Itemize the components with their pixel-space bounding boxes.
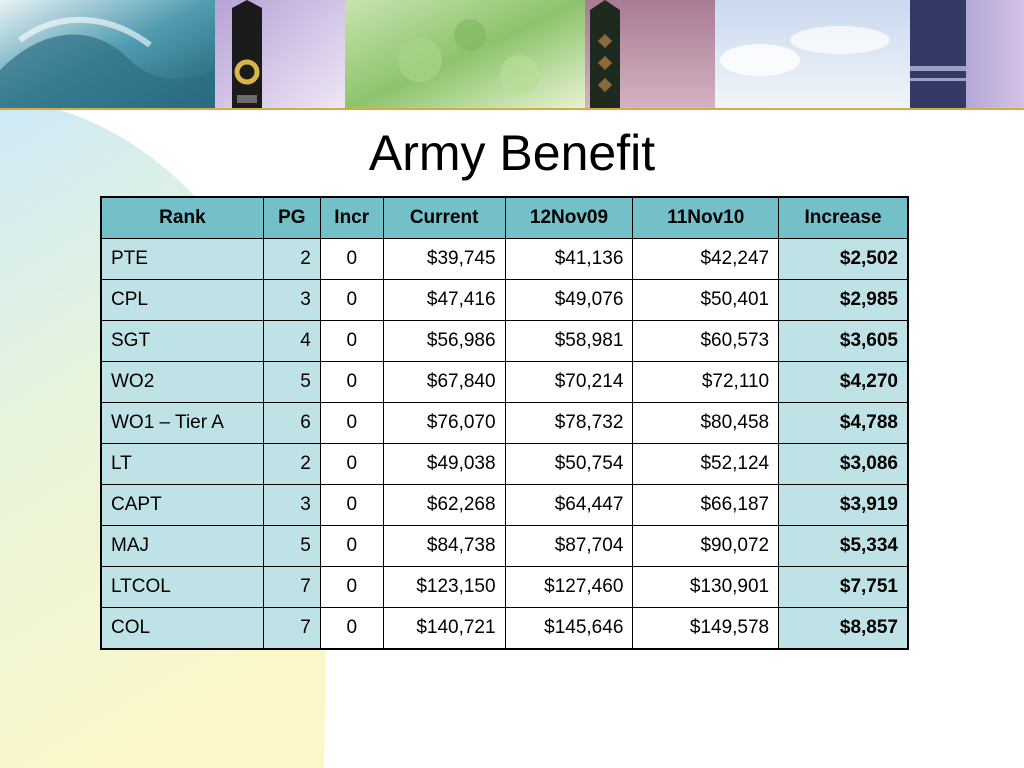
nov09-cell: $87,704 (504, 525, 634, 567)
pg-cell: 7 (262, 607, 321, 650)
increase-cell: $4,788 (778, 402, 909, 444)
column-header-increase: Increase (778, 196, 909, 239)
table-row: LT 2 0 $49,038 $50,754 $52,124 $3,086 (100, 443, 909, 485)
column-header-11nov10: 11Nov10 (632, 196, 780, 239)
column-header-current: Current (382, 196, 506, 239)
nov10-cell: $72,110 (632, 361, 780, 403)
pg-cell: 5 (262, 361, 321, 403)
nov09-cell: $41,136 (504, 238, 634, 280)
table-row: MAJ 5 0 $84,738 $87,704 $90,072 $5,334 (100, 525, 909, 567)
table-row: CAPT 3 0 $62,268 $64,447 $66,187 $3,919 (100, 484, 909, 526)
nov09-cell: $64,447 (504, 484, 634, 526)
pg-cell: 3 (262, 279, 321, 321)
table-row: SGT 4 0 $56,986 $58,981 $60,573 $3,605 (100, 320, 909, 362)
pg-cell: 2 (262, 238, 321, 280)
nov09-cell: $145,646 (504, 607, 634, 650)
increase-cell: $5,334 (778, 525, 909, 567)
current-cell: $49,038 (382, 443, 506, 485)
nov10-cell: $66,187 (632, 484, 780, 526)
shoulder-board-icon (590, 0, 620, 110)
pg-cell: 7 (262, 566, 321, 608)
current-cell: $47,416 (382, 279, 506, 321)
benefit-table: Rank PG Incr Current 12Nov09 11Nov10 Inc… (100, 196, 909, 650)
increase-cell: $2,502 (778, 238, 909, 280)
incr-cell: 0 (319, 525, 384, 567)
rank-cell: WO2 (100, 361, 264, 403)
table-row: PTE 2 0 $39,745 $41,136 $42,247 $2,502 (100, 238, 909, 280)
increase-cell: $3,605 (778, 320, 909, 362)
incr-cell: 0 (319, 279, 384, 321)
increase-cell: $8,857 (778, 607, 909, 650)
current-cell: $56,986 (382, 320, 506, 362)
rank-cell: COL (100, 607, 264, 650)
rank-cell: CPL (100, 279, 264, 321)
increase-cell: $2,985 (778, 279, 909, 321)
increase-cell: $3,919 (778, 484, 909, 526)
incr-cell: 0 (319, 484, 384, 526)
leaf-photo (345, 0, 585, 110)
increase-cell: $4,270 (778, 361, 909, 403)
pg-cell: 4 (262, 320, 321, 362)
table-header-row: Rank PG Incr Current 12Nov09 11Nov10 Inc… (100, 196, 909, 239)
rank-cell: CAPT (100, 484, 264, 526)
nov10-cell: $80,458 (632, 402, 780, 444)
rank-cell: SGT (100, 320, 264, 362)
nov09-cell: $127,460 (504, 566, 634, 608)
incr-cell: 0 (319, 238, 384, 280)
nov09-cell: $58,981 (504, 320, 634, 362)
current-cell: $62,268 (382, 484, 506, 526)
incr-cell: 0 (319, 607, 384, 650)
table-row: WO1 – Tier A 6 0 $76,070 $78,732 $80,458… (100, 402, 909, 444)
pg-cell: 3 (262, 484, 321, 526)
pg-cell: 5 (262, 525, 321, 567)
nov10-cell: $52,124 (632, 443, 780, 485)
increase-cell: $7,751 (778, 566, 909, 608)
current-cell: $76,070 (382, 402, 506, 444)
shoulder-board-icon (232, 0, 262, 110)
current-cell: $67,840 (382, 361, 506, 403)
nov09-cell: $49,076 (504, 279, 634, 321)
incr-cell: 0 (319, 361, 384, 403)
nov10-cell: $42,247 (632, 238, 780, 280)
banner-gold-rule (0, 108, 1024, 110)
header-banner (0, 0, 1024, 110)
column-header-12nov09: 12Nov09 (504, 196, 634, 239)
increase-cell: $3,086 (778, 443, 909, 485)
column-header-rank: Rank (100, 196, 264, 239)
incr-cell: 0 (319, 402, 384, 444)
shoulder-board-icon (910, 0, 966, 110)
table-row: LTCOL 7 0 $123,150 $127,460 $130,901 $7,… (100, 566, 909, 608)
incr-cell: 0 (319, 566, 384, 608)
incr-cell: 0 (319, 443, 384, 485)
pg-cell: 2 (262, 443, 321, 485)
rank-cell: PTE (100, 238, 264, 280)
rank-cell: LT (100, 443, 264, 485)
nov09-cell: $78,732 (504, 402, 634, 444)
column-header-incr: Incr (319, 196, 384, 239)
pg-cell: 6 (262, 402, 321, 444)
rank-cell: WO1 – Tier A (100, 402, 264, 444)
incr-cell: 0 (319, 320, 384, 362)
table-row: CPL 3 0 $47,416 $49,076 $50,401 $2,985 (100, 279, 909, 321)
nov10-cell: $60,573 (632, 320, 780, 362)
nov10-cell: $130,901 (632, 566, 780, 608)
nov10-cell: $149,578 (632, 607, 780, 650)
current-cell: $39,745 (382, 238, 506, 280)
rank-cell: MAJ (100, 525, 264, 567)
current-cell: $84,738 (382, 525, 506, 567)
current-cell: $140,721 (382, 607, 506, 650)
table-row: COL 7 0 $140,721 $145,646 $149,578 $8,85… (100, 607, 909, 650)
rank-cell: LTCOL (100, 566, 264, 608)
column-header-pg: PG (262, 196, 321, 239)
nov09-cell: $70,214 (504, 361, 634, 403)
nov09-cell: $50,754 (504, 443, 634, 485)
current-cell: $123,150 (382, 566, 506, 608)
table-row: WO2 5 0 $67,840 $70,214 $72,110 $4,270 (100, 361, 909, 403)
nov10-cell: $50,401 (632, 279, 780, 321)
nov10-cell: $90,072 (632, 525, 780, 567)
slide-title: Army Benefit (368, 125, 656, 181)
